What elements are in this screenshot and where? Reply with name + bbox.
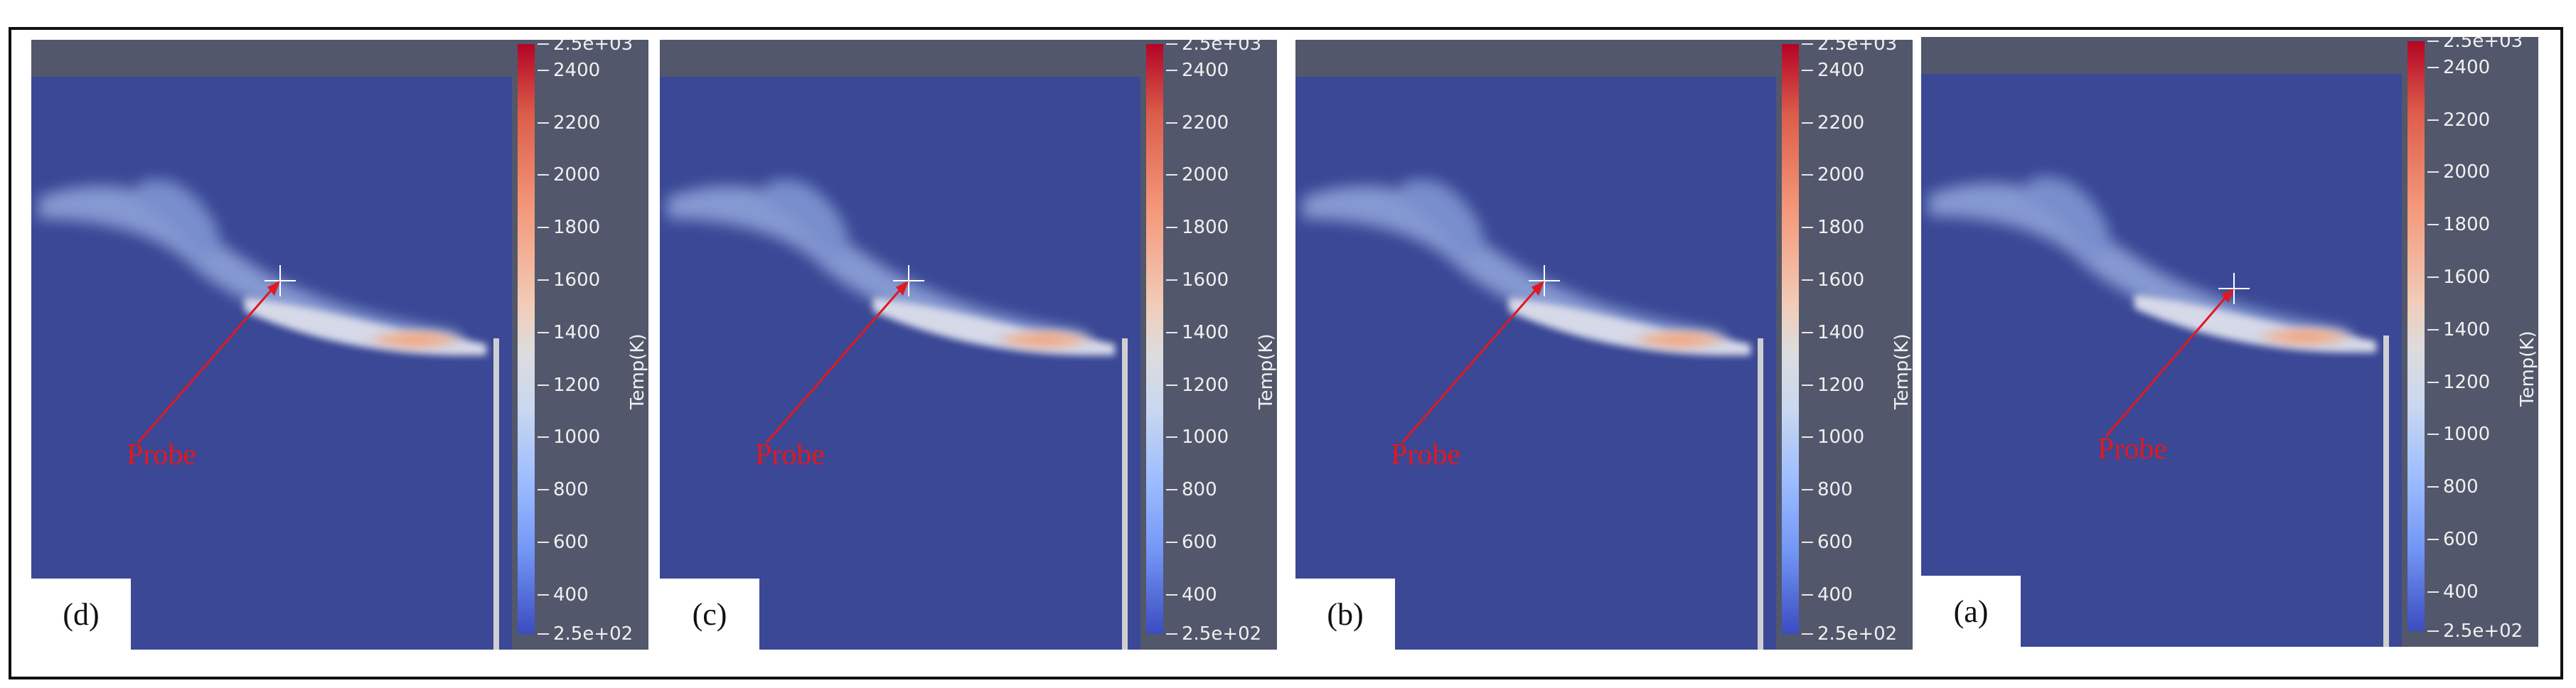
colorbar-tick-label: 2400 [537,59,601,81]
colorbar-tick-label: 2000 [1165,164,1229,186]
colorbar-tick-label: 1000 [2427,424,2491,446]
probe-label: Probe [1391,439,1460,471]
colorbar-tick-label: 1600 [1801,269,1865,291]
colorbar-tick-label: 600 [2427,528,2479,550]
temperature-field [1921,74,2402,647]
colorbar-tick-label: 400 [538,584,589,606]
colorbar-tick-label: 2400 [1801,59,1865,81]
colorbar-tick-label: 2200 [2427,109,2491,131]
colorbar-tick-label: 1400 [1801,321,1865,343]
simulation-panel: Probe (a) 2.5e+03 2400 2200 2000 1800 1600 1400 1… [1921,37,2538,647]
colorbar-tick-label: 2400 [1165,59,1229,81]
colorbar-tick-label: 1800 [1801,217,1865,239]
colorbar-tick-label: 2200 [537,112,601,134]
temperature-field [1295,77,1776,650]
colorbar-tick-label: 600 [1802,531,1853,553]
colorbar-tick-label: 1200 [537,374,601,396]
colorbar-title: Temp(K) [1256,333,1277,409]
colorbar-max-label: 2.5e+03 [537,40,633,53]
colorbar-max-label: 2.5e+03 [1801,40,1897,53]
colorbar-tick-label: 2000 [1801,164,1865,186]
colorbar-min-label: 2.5e+02 [1801,623,1898,645]
colorbar-tick-label: 1400 [2427,318,2491,340]
simulation-panel: Probe (c) 2.5e+03 2400 2200 2000 1800 1600 1400 1… [660,40,1277,650]
colorbar-tick-label: 800 [2427,476,2479,498]
colorbar-min-label: 2.5e+02 [1165,623,1262,645]
probe-arrow [137,286,276,444]
colorbar-tick-label: 800 [1802,479,1853,501]
colorbar-max-label: 2.5e+03 [1165,40,1261,53]
colorbar-title: Temp(K) [2517,330,2538,407]
colorbar-tick-label: 400 [2427,581,2479,603]
colorbar-tick-label: 400 [1166,584,1217,606]
probe-arrow [1401,286,1540,444]
colorbar-tick-label: 2000 [2427,161,2491,183]
probe-arrow [2105,294,2230,437]
colorbar-min-label: 2.5e+02 [2427,620,2523,642]
colorbar-tick-label: 1200 [2427,371,2491,393]
colorbar [1146,44,1163,634]
probe-label: Probe [127,439,196,471]
colorbar-tick-label: 2200 [1165,112,1229,134]
colorbar-tick-label: 2000 [537,164,601,186]
probe-arrow [765,286,904,444]
colorbar-tick-label: 2200 [1801,112,1865,134]
colorbar-tick-label: 800 [538,479,589,501]
panel-label: (c) [660,579,759,650]
colorbar-tick-label: 1000 [537,426,601,448]
colorbar-tick-label: 1600 [2427,267,2491,288]
temperature-field [660,77,1140,650]
colorbar-tick-label: 600 [538,531,589,553]
temperature-field [31,77,512,650]
colorbar-tick-label: 1000 [1801,426,1865,448]
simulation-panel: Probe (d) 2.5e+03 2400 2200 2000 1800 1600 1400 1… [31,40,648,650]
probe-label: Probe [2097,433,2167,466]
panel-label: (d) [31,579,131,650]
colorbar-title: Temp(K) [1891,333,1913,409]
colorbar-tick-label: 1200 [1801,374,1865,396]
simulation-panel: Probe (b) 2.5e+03 2400 2200 2000 1800 1600 1400 1… [1295,40,1913,650]
colorbar [1782,44,1799,634]
colorbar-min-label: 2.5e+02 [537,623,634,645]
colorbar-tick-label: 1600 [1165,269,1229,291]
colorbar-tick-label: 1400 [1165,321,1229,343]
panel-label: (a) [1921,576,2021,647]
colorbar [2407,41,2425,631]
colorbar [518,44,535,634]
panel-label: (b) [1295,579,1395,650]
colorbar-tick-label: 1800 [2427,214,2491,236]
colorbar-tick-label: 1600 [537,269,601,291]
colorbar-tick-label: 1000 [1165,426,1229,448]
probe-label: Probe [755,439,825,471]
colorbar-title: Temp(K) [627,333,648,409]
colorbar-tick-label: 400 [1802,584,1853,606]
colorbar-tick-label: 800 [1166,479,1217,501]
colorbar-tick-label: 1200 [1165,374,1229,396]
colorbar-tick-label: 1400 [537,321,601,343]
colorbar-tick-label: 1800 [537,217,601,239]
colorbar-max-label: 2.5e+03 [2427,37,2523,50]
colorbar-tick-label: 2400 [2427,56,2491,78]
colorbar-tick-label: 1800 [1165,217,1229,239]
colorbar-tick-label: 600 [1166,531,1217,553]
